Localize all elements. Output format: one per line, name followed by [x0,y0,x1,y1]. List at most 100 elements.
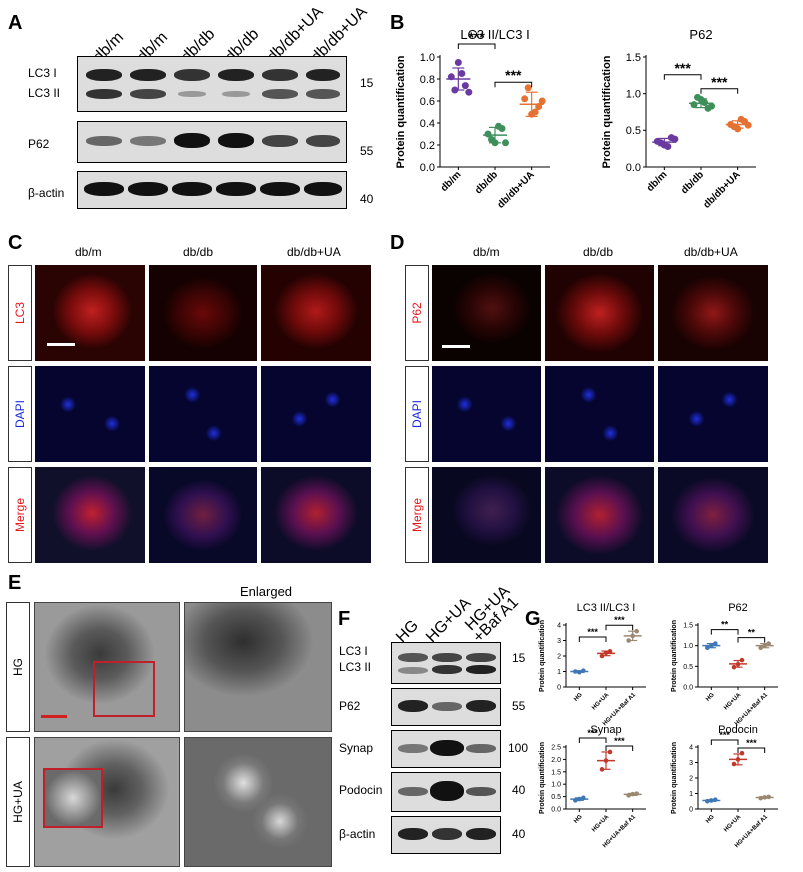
data-point [502,139,509,147]
col-label: db/m [473,245,500,259]
row-label-box: HG+UA [6,737,30,867]
data-point [664,142,672,150]
blot-row-label: P62 [339,699,361,713]
em-image-hg [34,602,180,732]
data-point [538,97,546,105]
micrograph-merge [658,467,768,563]
y-tick-label: 4 [557,622,561,629]
micrograph-dapi [432,366,541,462]
blot-row-label: LC3 I [28,66,57,80]
micrograph-merge [261,467,371,563]
y-tick-label: 1 [689,791,693,798]
col-label: db/m [75,245,102,259]
x-tick-label: db/db+UA [495,169,536,210]
mw-marker: 40 [512,827,526,841]
blot-row-label: LC3 I [339,644,368,658]
y-axis-label: Protein quantification [395,55,407,168]
chart-g-lc3: LC3 II/LC3 I 0 1 2 3 4 Protein quantification H… [539,602,646,727]
chart-g-p62: P62 0.0 0.5 1.0 1.5 Protein quantification HG H… [671,602,778,727]
em-image-hg-ua [34,737,180,867]
significance-label: *** [587,627,598,637]
data-point [488,136,495,143]
blot-row-label: LC3 II [28,86,61,100]
blot-p62 [77,121,347,163]
panel-label-g: G [525,608,541,630]
mw-marker: 15 [512,651,526,665]
significance-label: *** [674,60,691,76]
row-label: Merge [410,497,424,533]
y-tick-label: 2 [557,653,561,660]
micrograph-dapi [545,366,654,462]
micrograph-lc3 [149,265,257,361]
micrograph-merge [545,467,654,563]
significance-bracket [578,737,607,743]
significance-label: *** [719,730,730,740]
y-tick-label: 0 [557,684,561,691]
blot-row-label: β-actin [28,186,65,200]
micrograph-dapi [658,366,768,462]
mw-marker: 15 [360,76,374,90]
micrograph-p62 [658,265,768,361]
x-tick-label: HG [573,814,584,825]
significance-bracket [710,629,739,635]
y-axis-label: Protein quantification [671,742,678,814]
significance-label: *** [746,738,757,748]
chart-g-podocin: Podocin 0 1 2 3 4 Protein quantification HG HG+U… [671,724,778,849]
significance-label: *** [614,615,625,625]
y-axis-label: Protein quantification [539,742,546,814]
significance-bracket [605,745,634,751]
y-tick-label: 1.0 [551,782,561,789]
significance-label: *** [505,67,522,83]
data-point [458,70,466,77]
y-tick-label: 0.0 [551,806,561,813]
y-tick-label: 0.0 [683,684,693,691]
row-label: LC3 [13,301,27,325]
y-axis-label: Protein quantification [671,620,678,692]
micrograph-dapi [35,366,145,462]
y-tick-label: 2 [689,775,693,782]
x-tick-label: HG+UA [723,692,743,712]
data-point [708,102,715,110]
em-image-hg-ua-enlarged [184,737,332,867]
data-point [531,108,539,116]
data-point [454,59,462,66]
y-axis-label: Protein quantification [601,55,613,168]
significance-label: *** [468,29,485,45]
x-tick-label: HG [705,814,716,825]
blot-lc3 [391,642,501,684]
row-label-box: DAPI [405,366,429,462]
micrograph-merge [35,467,145,563]
significance-label: ** [721,620,729,630]
significance-bracket [737,637,766,643]
significance-bracket [700,88,739,94]
y-tick-label: 0.5 [683,664,693,671]
scale-bar [47,343,75,346]
x-tick-label: HG [573,692,584,703]
panel-label-e: E [8,572,22,594]
mw-marker: 40 [360,192,374,206]
chart-title: LC3 II/LC3 I [460,27,529,42]
blot-beta-actin [77,171,347,209]
row-label: DAPI [410,399,424,429]
significance-bracket [737,747,766,753]
y-tick-label: 0 [689,806,693,813]
zoom-box [93,661,155,717]
micrograph-p62 [545,265,654,361]
x-tick-label: db/db [473,169,500,196]
panel-label-a: A [8,12,23,34]
data-point [739,750,745,756]
chart-title: LC3 II/LC3 I [577,602,636,614]
significance-label: *** [614,736,625,746]
row-label: Merge [13,497,27,533]
y-tick-label: 0.5 [551,794,561,801]
y-tick-label: 1.5 [551,769,561,776]
x-tick-label: HG+UA [591,814,611,834]
y-axis-label: Protein quantification [539,620,546,692]
col-label: db/db [183,245,214,259]
zoom-box [43,768,103,828]
x-tick-label: db/m [645,169,670,194]
col-label: db/db+UA [287,245,341,259]
significance-bracket [578,636,607,643]
chart-b: LC3 II/LC3 I 0.0 0.2 0.4 0.6 0.8 1.0 Protein qu… [395,27,756,211]
y-tick-label: 0.6 [420,96,435,108]
